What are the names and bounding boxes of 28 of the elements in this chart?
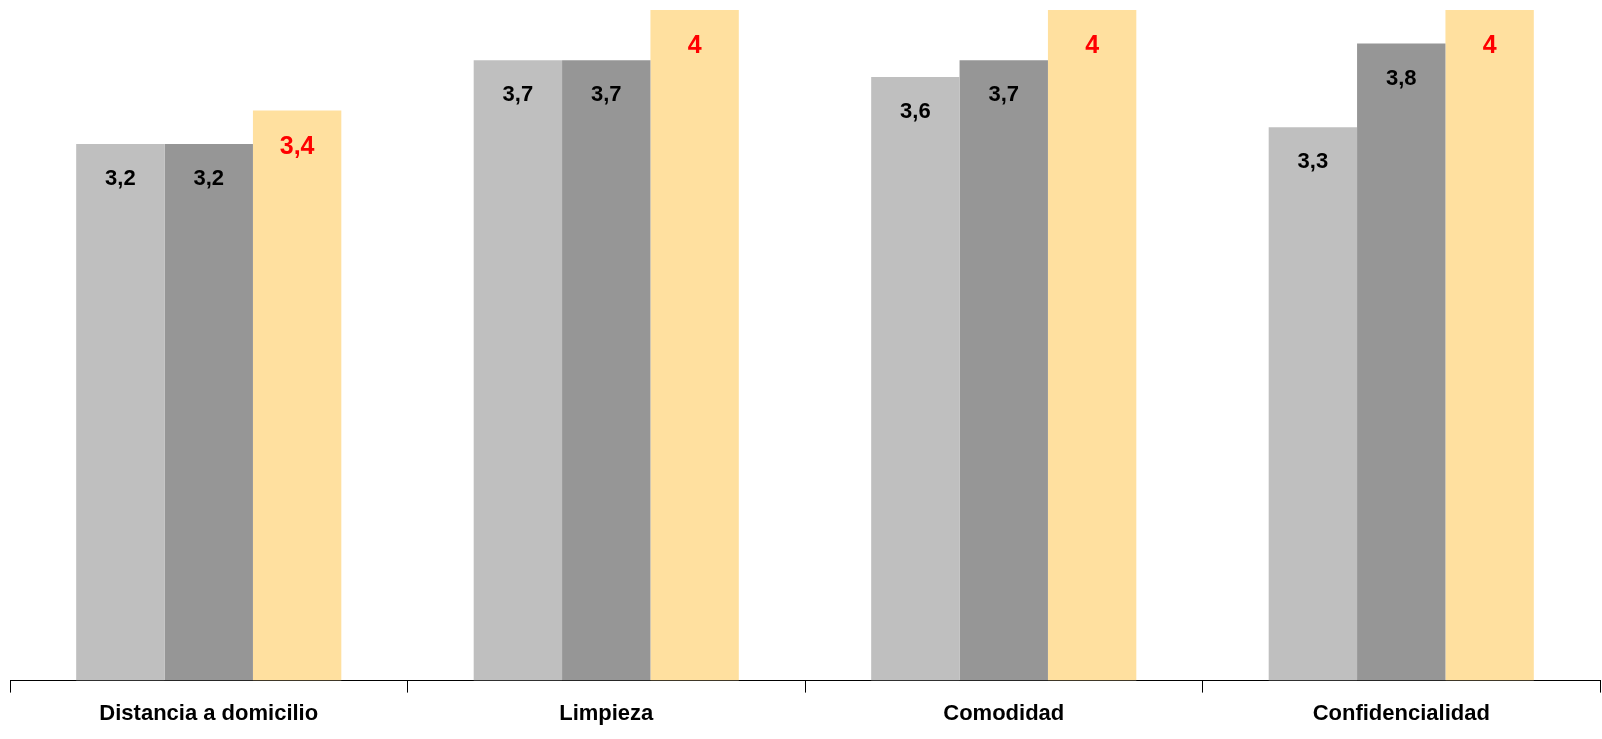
data-label: 3,7 [590,81,622,107]
bar [959,60,1048,681]
data-label: 3,2 [105,165,136,191]
data-label: 4 [687,30,702,59]
bar [1445,10,1534,681]
data-label: 3,7 [502,81,534,107]
data-label: 3,3 [1297,148,1329,174]
data-label: 3,8 [1385,64,1417,90]
bar [871,77,960,681]
data-label: 3,4 [279,130,315,159]
data-label: 4 [1482,30,1497,59]
bar [76,144,165,681]
bar [1047,10,1137,681]
x-tick-label: Comodidad [943,699,1065,725]
data-label: 3,7 [988,81,1020,107]
bar [1357,43,1446,681]
data-label: 3,6 [900,98,931,124]
bar [562,60,651,681]
x-tick-label: Confidencialidad [1312,699,1490,725]
data-label: 3,2 [193,165,225,191]
bar [1268,127,1358,681]
bar [164,144,253,681]
data-label: 4 [1085,30,1100,59]
bar [252,110,342,681]
bar [473,60,563,681]
x-tick-label: Limpieza [559,699,655,725]
bar [650,10,739,681]
x-tick-label: Distancia a domicilio [99,699,319,725]
